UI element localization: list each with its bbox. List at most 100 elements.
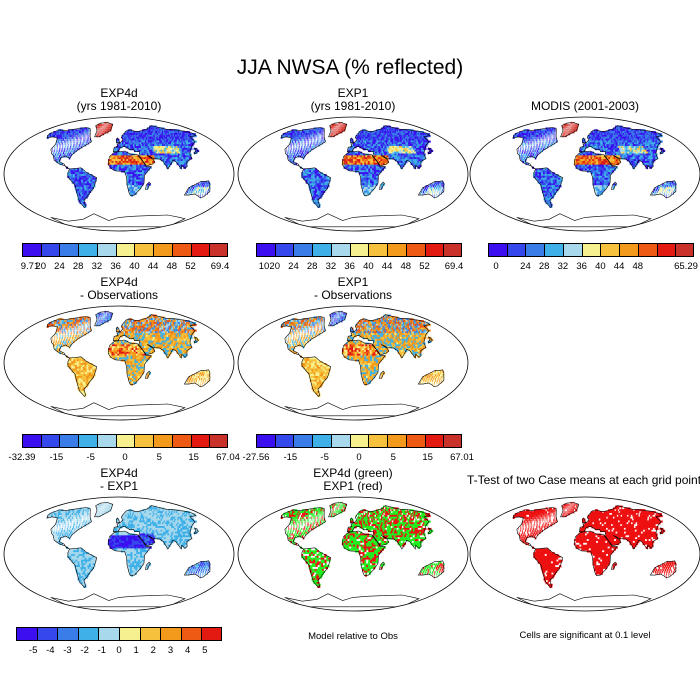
map-cell [442,188,444,192]
map-cell [194,192,196,195]
map-cell [368,144,371,147]
map-cell [162,157,165,160]
map-cell [301,147,302,151]
map-cell [77,142,78,145]
map-cell [87,136,88,140]
map-cell [527,133,530,136]
map-cell [134,144,137,147]
map-cell [297,136,299,140]
map-cell [314,170,318,173]
map-cell [389,149,393,153]
map-cell [533,133,536,136]
map-cell [73,133,75,136]
map-cell [90,140,92,143]
map-cell [318,187,321,190]
map-cell [580,149,583,153]
map-cell [409,155,413,158]
map-cell [411,160,415,164]
map-cell [314,129,317,132]
map-cell [119,166,122,169]
map-cell [605,164,609,167]
coastline-northAmerica [46,127,92,170]
map-cell [543,131,545,134]
map-cell [585,168,588,171]
map-cell [78,174,82,177]
map-cell [186,192,187,195]
map-cell [399,157,403,160]
map-cell [544,175,548,179]
map-cell [300,131,303,134]
map-cell [612,147,616,151]
map-cell [65,138,67,141]
map-cell [198,187,200,190]
map-cell [311,190,315,194]
map-cell [283,134,286,138]
map-cell [340,127,342,130]
map-cell [130,136,134,140]
map-cell [308,142,309,145]
map-cell [550,134,551,138]
map-cell [354,160,358,164]
map-cell [403,151,408,154]
map-cell [538,144,540,147]
map-cell [188,136,193,140]
map-cell [542,170,546,173]
map-cell [170,157,174,160]
map-cell [567,131,569,134]
map-cell [134,164,137,167]
map-cell [539,129,542,132]
map-cell [567,123,569,126]
map-cell [61,138,63,141]
map-cell [528,133,531,136]
map-cell [178,162,182,166]
map-cell [366,175,369,179]
map-cell [542,144,543,147]
map-cell [314,136,315,140]
map-cell [426,187,428,190]
map-cell [126,170,129,173]
map-cell [137,159,140,162]
map-cell [530,131,533,134]
map-cell [314,142,316,145]
map-cell [358,157,361,160]
map-cell [402,159,405,162]
map-cell [298,131,301,134]
map-cell [361,155,365,158]
map-cell [521,147,523,151]
map-cell [289,147,291,151]
map-cell [539,131,542,134]
map-cell [362,133,365,136]
map-cell [391,149,395,153]
map-cell [185,157,189,160]
map-cell [358,151,361,154]
map-cell [637,151,641,154]
map-cell [380,151,383,154]
map-cell [158,153,162,156]
map-cell [618,146,622,149]
map-cell [363,144,367,147]
map-cell [157,147,161,151]
map-cell [573,160,577,164]
map-cell [422,157,427,160]
map-cell [156,151,160,154]
map-cell [365,159,369,162]
map-cell [586,164,590,167]
map-cell [106,125,107,128]
map-cell [105,129,107,132]
map-cell [372,179,375,182]
map-cell [594,172,597,175]
map-cell [356,155,359,158]
map-cell [366,138,370,141]
map-cell [85,129,87,132]
map-cell [595,159,599,162]
map-cell [282,134,285,138]
map-cell [390,155,393,158]
map-cell [300,142,302,145]
map-cell [351,144,354,147]
map-cell [115,146,118,149]
map-cell [120,151,123,154]
map-cell [126,144,129,147]
map-cell [328,179,331,182]
map-cell [305,168,308,171]
map-cell [383,157,387,160]
